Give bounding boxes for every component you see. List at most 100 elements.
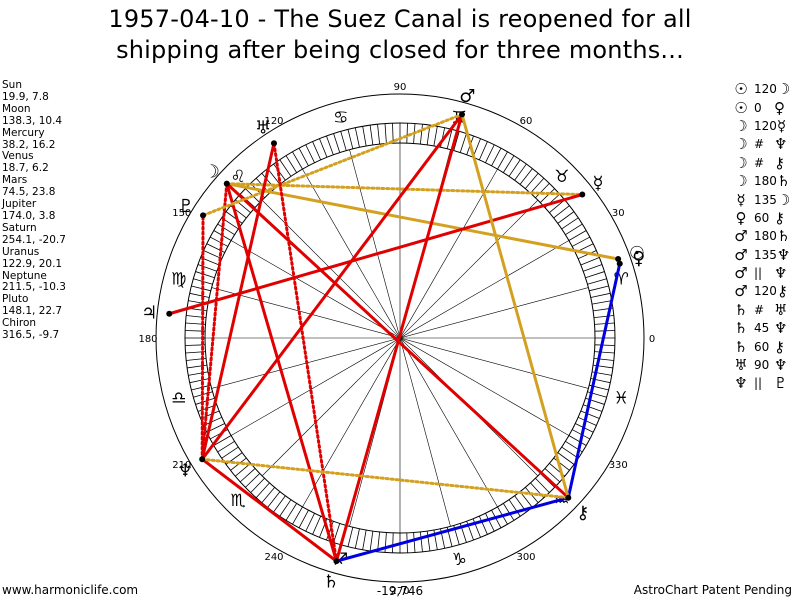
aspect-planet-glyph: ♂: [734, 227, 748, 246]
degree-tick: [189, 292, 210, 298]
degree-tick: [267, 491, 281, 508]
aspect-row: ♅ 90 ♆: [730, 356, 799, 374]
aspect-row: ♄ # ♅: [730, 301, 799, 319]
zodiac-sign-glyph: ♋: [333, 108, 348, 128]
degree-tick: [491, 509, 502, 529]
zodiac-sign-glyph: ♓: [614, 388, 629, 408]
planet-glyph-saturn: ♄: [323, 571, 339, 592]
aspect-row: ☉ 120 ☽: [730, 80, 799, 98]
planet-coordinates: 74.5, 23.8: [2, 186, 56, 199]
degree-tick: [590, 292, 611, 298]
degree-tick: [561, 446, 579, 459]
aspect-row: ♂ 180 ♄: [730, 227, 799, 245]
planet-name: Chiron: [2, 317, 37, 330]
aspect-angle: ||: [754, 266, 763, 281]
aspect-planet-glyph: ☽: [734, 135, 748, 154]
zodiac-sign-glyph: ♌: [230, 167, 245, 187]
degree-tick: [225, 211, 243, 224]
planet-glyph-mars: ♂: [459, 86, 475, 107]
degree-tick: [594, 322, 615, 325]
degree-tick: [589, 285, 609, 292]
planet-marker: [616, 260, 623, 267]
degree-tick: [326, 135, 334, 155]
aspect-planet-glyph: ⚷: [774, 153, 785, 172]
aspect-planet-glyph: ♆: [774, 135, 788, 154]
aspect-row: ☉ 0 ♀: [730, 98, 799, 117]
planet-marker: [458, 111, 465, 118]
aspect-angle: 135: [754, 192, 777, 207]
degree-label: 270: [390, 586, 409, 597]
planet-position-list: Sun 19.9, 7.8 Moon 138.3, 10.4 Mercury 38.2, …: [2, 79, 66, 342]
degree-tick: [340, 131, 347, 151]
aspect-angle: #: [754, 137, 765, 152]
planet-glyph-venus: ♀: [632, 248, 645, 269]
planet-marker: [579, 191, 586, 198]
degree-tick: [577, 250, 597, 260]
aspect-angle: 180: [754, 174, 777, 189]
zodiac-sign-glyph: ♑: [452, 550, 467, 570]
degree-tick: [544, 468, 561, 483]
degree-tick: [261, 487, 275, 503]
planet-marker: [615, 256, 622, 263]
planet-name: Mercury: [2, 126, 45, 139]
degree-tick: [508, 499, 521, 517]
planet-name: Neptune: [2, 269, 47, 282]
degree-label: 60: [520, 116, 533, 127]
planet-coordinates: 19.9, 7.8: [2, 90, 49, 103]
aspect-row: ♄ 60 ⚷: [730, 337, 799, 356]
planet-glyph-pluto: ♇: [178, 196, 194, 217]
degree-tick: [553, 205, 570, 219]
aspect-planet-glyph: ♆: [774, 319, 788, 338]
aspect-row: ♂ || ♆: [730, 264, 799, 282]
title-line-2: shipping after being closed for three mo…: [116, 36, 684, 64]
degree-tick: [377, 124, 381, 145]
aspect-angle: #: [754, 155, 765, 170]
aspect-planet-glyph: ♄: [734, 337, 748, 356]
degree-label: 180: [138, 334, 157, 345]
degree-tick: [292, 151, 303, 170]
degree-tick: [580, 410, 600, 419]
degree-tick: [453, 131, 460, 151]
aspect-angle: 120: [754, 284, 777, 299]
aspect-planet-glyph: ♀: [774, 98, 785, 117]
aspect-angle: 120: [754, 82, 777, 97]
planet-coordinates: 122.9, 20.1: [2, 257, 63, 270]
aspect-planet-glyph: ☽: [734, 153, 748, 172]
outer-circle: [155, 93, 645, 583]
degree-tick: [433, 126, 438, 147]
degree-tick: [594, 344, 615, 346]
planet-glyph-mercury: ☿: [593, 173, 604, 194]
aspect-planet-glyph: ♄: [734, 319, 748, 338]
planet-coordinates: 138.3, 10.4: [2, 114, 63, 127]
degree-tick: [279, 159, 292, 177]
aspect-row: ☽ 120 ☿: [730, 117, 799, 135]
degree-tick: [195, 397, 215, 405]
degree-tick: [553, 457, 570, 471]
degree-tick: [250, 477, 265, 493]
degree-tick: [585, 271, 605, 279]
degree-tick: [539, 188, 555, 203]
degree-tick: [384, 532, 387, 553]
aspect-planet-glyph: ☿: [776, 116, 787, 135]
planet-coordinates: 38.2, 16.2: [2, 138, 56, 151]
aspect-planet-glyph: ☽: [734, 172, 748, 191]
planet-glyph-moon: ☽: [204, 161, 220, 182]
degree-label: 30: [612, 208, 625, 219]
aspect-angle: 135: [754, 247, 777, 262]
planet-name: Mars: [2, 174, 28, 187]
degree-tick: [591, 300, 612, 305]
degree-tick: [502, 503, 515, 521]
degree-tick: [217, 440, 235, 453]
degree-tick: [187, 364, 207, 369]
degree-tick: [446, 129, 453, 149]
degree-tick: [583, 404, 603, 412]
aspect-row: ☽ # ♆: [730, 135, 799, 153]
degree-tick: [577, 416, 597, 426]
aspect-planet-glyph: ♅: [774, 300, 788, 319]
degree-tick: [565, 223, 583, 236]
degree-label: 90: [394, 82, 407, 93]
website-link[interactable]: www.harmoniclife.com: [2, 583, 139, 597]
degree-tick: [497, 151, 508, 170]
planet-name: Jupiter: [2, 198, 37, 211]
degree-tick: [279, 499, 292, 517]
